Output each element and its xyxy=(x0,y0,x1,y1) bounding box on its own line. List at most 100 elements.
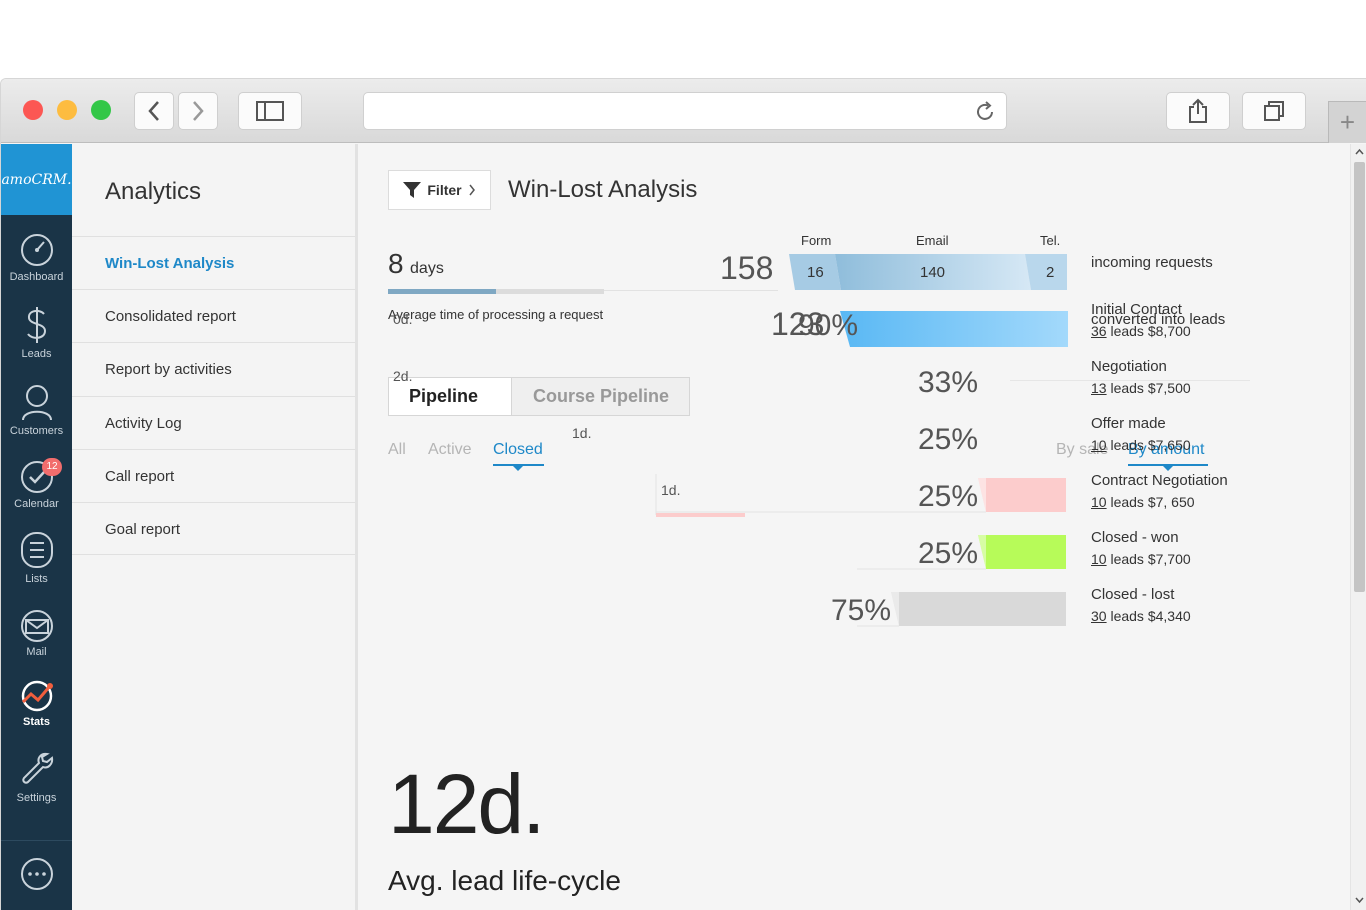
stage-chart xyxy=(655,474,1066,627)
incoming-label: incoming requests xyxy=(1091,254,1213,271)
channel-name-form: Form xyxy=(801,233,832,248)
share-icon xyxy=(1189,98,1207,123)
sidebar-label-customers: Customers xyxy=(9,425,64,437)
stage-leads-link[interactable]: 10 xyxy=(1091,494,1107,510)
lists-icon xyxy=(20,532,53,568)
incoming-total: 158 xyxy=(720,250,774,286)
channel-segment-form xyxy=(789,254,841,290)
leads-icon xyxy=(26,307,46,343)
lifecycle-label: Avg. lead life-cycle xyxy=(388,865,621,896)
stage-leads-link[interactable]: 30 xyxy=(1091,608,1107,624)
filter-closed[interactable]: Closed xyxy=(493,441,543,458)
converted-bar xyxy=(840,311,1068,347)
channel-value-email: 140 xyxy=(920,264,946,281)
subnav-item-activity-log[interactable]: Activity Log xyxy=(72,396,355,449)
channel-segment-email xyxy=(835,254,1031,290)
address-bar[interactable] xyxy=(363,92,1007,130)
chevron-left-icon xyxy=(148,101,159,121)
stage-percent: 33% xyxy=(917,366,978,399)
stage-leads-link[interactable]: 13 xyxy=(1091,380,1107,396)
avg-days-unit: days xyxy=(410,260,444,277)
sort-by-sale[interactable]: By sale xyxy=(1056,441,1109,458)
subnav-item-win-lost-analysis[interactable]: Win-Lost Analysis xyxy=(72,236,355,289)
sidebar-item-leads[interactable]: Leads xyxy=(1,306,72,360)
scroll-thumb[interactable] xyxy=(1354,162,1365,592)
new-tab-button[interactable]: + xyxy=(1328,101,1366,143)
browser-toolbar: + xyxy=(1,79,1366,143)
calendar-icon xyxy=(20,461,53,493)
stage-percent: 25% xyxy=(917,537,978,570)
stage-meta: 10 leads $7, 650 xyxy=(1091,494,1195,510)
stage-percent: 75% xyxy=(830,594,891,627)
stage-duration-bar xyxy=(656,513,745,517)
sidebar-label-stats: Stats xyxy=(23,716,50,728)
tab-course-pipeline[interactable]: Course Pipeline xyxy=(512,377,690,416)
converted-total: 123 xyxy=(771,306,825,342)
stage-bar xyxy=(978,478,1066,512)
stage-meta: 10 leads $7,700 xyxy=(1091,551,1191,567)
channel-value-form: 16 xyxy=(807,264,824,281)
stage-bar-edge xyxy=(978,535,986,569)
stage-amount: leads $7, 650 xyxy=(1106,494,1195,510)
tabs-icon xyxy=(1264,101,1284,121)
chevron-right-icon xyxy=(469,184,475,196)
subnav-item-goal-report[interactable]: Goal report xyxy=(72,502,355,555)
channel-name-tel: Tel. xyxy=(1040,233,1061,248)
chat-icon xyxy=(20,858,53,890)
dashboard-icon xyxy=(20,234,53,266)
forward-button[interactable] xyxy=(178,92,218,130)
stage-leads-link[interactable]: 10 xyxy=(1091,437,1107,453)
mail-icon xyxy=(20,610,53,642)
stage-name: Negotiation xyxy=(1091,358,1167,375)
filter-button[interactable]: Filter xyxy=(388,170,491,210)
sidebar-item-mail[interactable]: Mail xyxy=(1,610,72,658)
sidebar-label-calendar: Calendar xyxy=(14,498,59,510)
close-window-button[interactable] xyxy=(23,100,43,120)
maximize-window-button[interactable] xyxy=(91,100,111,120)
stage-name: Closed - lost xyxy=(1091,586,1175,603)
share-button[interactable] xyxy=(1166,92,1230,130)
stage-bar-edge xyxy=(978,478,986,512)
scroll-up-icon[interactable] xyxy=(1355,148,1364,155)
subnav-item-consolidated-report[interactable]: Consolidated report xyxy=(72,289,355,342)
stage-bar xyxy=(891,592,1066,626)
sidebar-label-dashboard: Dashboard xyxy=(9,271,64,283)
stage-bar xyxy=(978,535,1066,569)
stage-days-label: 1d. xyxy=(661,482,681,498)
sidebar-toggle-button[interactable] xyxy=(238,92,302,130)
analytics-subnav: Analytics Win-Lost Analysis Consolidated… xyxy=(72,144,358,910)
back-button[interactable] xyxy=(134,92,174,130)
sidebar-item-calendar[interactable]: 12 Calendar xyxy=(1,458,72,510)
subnav-item-report-by-activities[interactable]: Report by activities xyxy=(72,342,355,395)
reload-icon[interactable] xyxy=(974,101,996,123)
filter-active[interactable]: Active xyxy=(428,441,472,458)
stage-percent: 25% xyxy=(917,423,978,456)
sort-by-amount[interactable]: By amount xyxy=(1128,441,1205,458)
sidebar-item-dashboard[interactable]: Dashboard xyxy=(1,233,72,283)
avg-days-caption: Average time of processing a request xyxy=(388,307,604,322)
sidebar-item-lists[interactable]: Lists xyxy=(1,531,72,585)
filter-all[interactable]: All xyxy=(388,441,406,458)
main-scrollbar[interactable] xyxy=(1350,144,1366,910)
sidebar-item-settings[interactable]: Settings xyxy=(1,750,72,804)
stage-leads-link[interactable]: 36 xyxy=(1091,323,1107,339)
sort-by-amount-underline xyxy=(1128,464,1208,466)
subnav-item-call-report[interactable]: Call report xyxy=(72,449,355,502)
channel-name-email: Email xyxy=(916,233,949,248)
pipeline-tabs: Pipeline Course Pipeline xyxy=(388,377,690,416)
amocrm-logo[interactable]: amoCRM. xyxy=(1,144,72,215)
app-sidebar: amoCRM. Dashboard Leads Customers 12 Cal… xyxy=(1,144,72,910)
minimize-window-button[interactable] xyxy=(57,100,77,120)
chat-button[interactable] xyxy=(1,858,72,896)
sidebar-item-customers[interactable]: Customers xyxy=(1,383,72,437)
stage-leads-link[interactable]: 10 xyxy=(1091,551,1107,567)
stage-name: Offer made xyxy=(1091,415,1166,432)
sidebar-item-stats[interactable]: Stats xyxy=(1,680,72,728)
tab-pipeline[interactable]: Pipeline xyxy=(388,377,512,416)
tabs-overview-button[interactable] xyxy=(1242,92,1306,130)
stage-bar-edge xyxy=(891,592,899,626)
scroll-down-icon[interactable] xyxy=(1355,897,1364,904)
incoming-channels-bar xyxy=(789,254,1067,290)
stage-percent: 25% xyxy=(917,480,978,513)
calendar-badge: 12 xyxy=(42,458,62,476)
